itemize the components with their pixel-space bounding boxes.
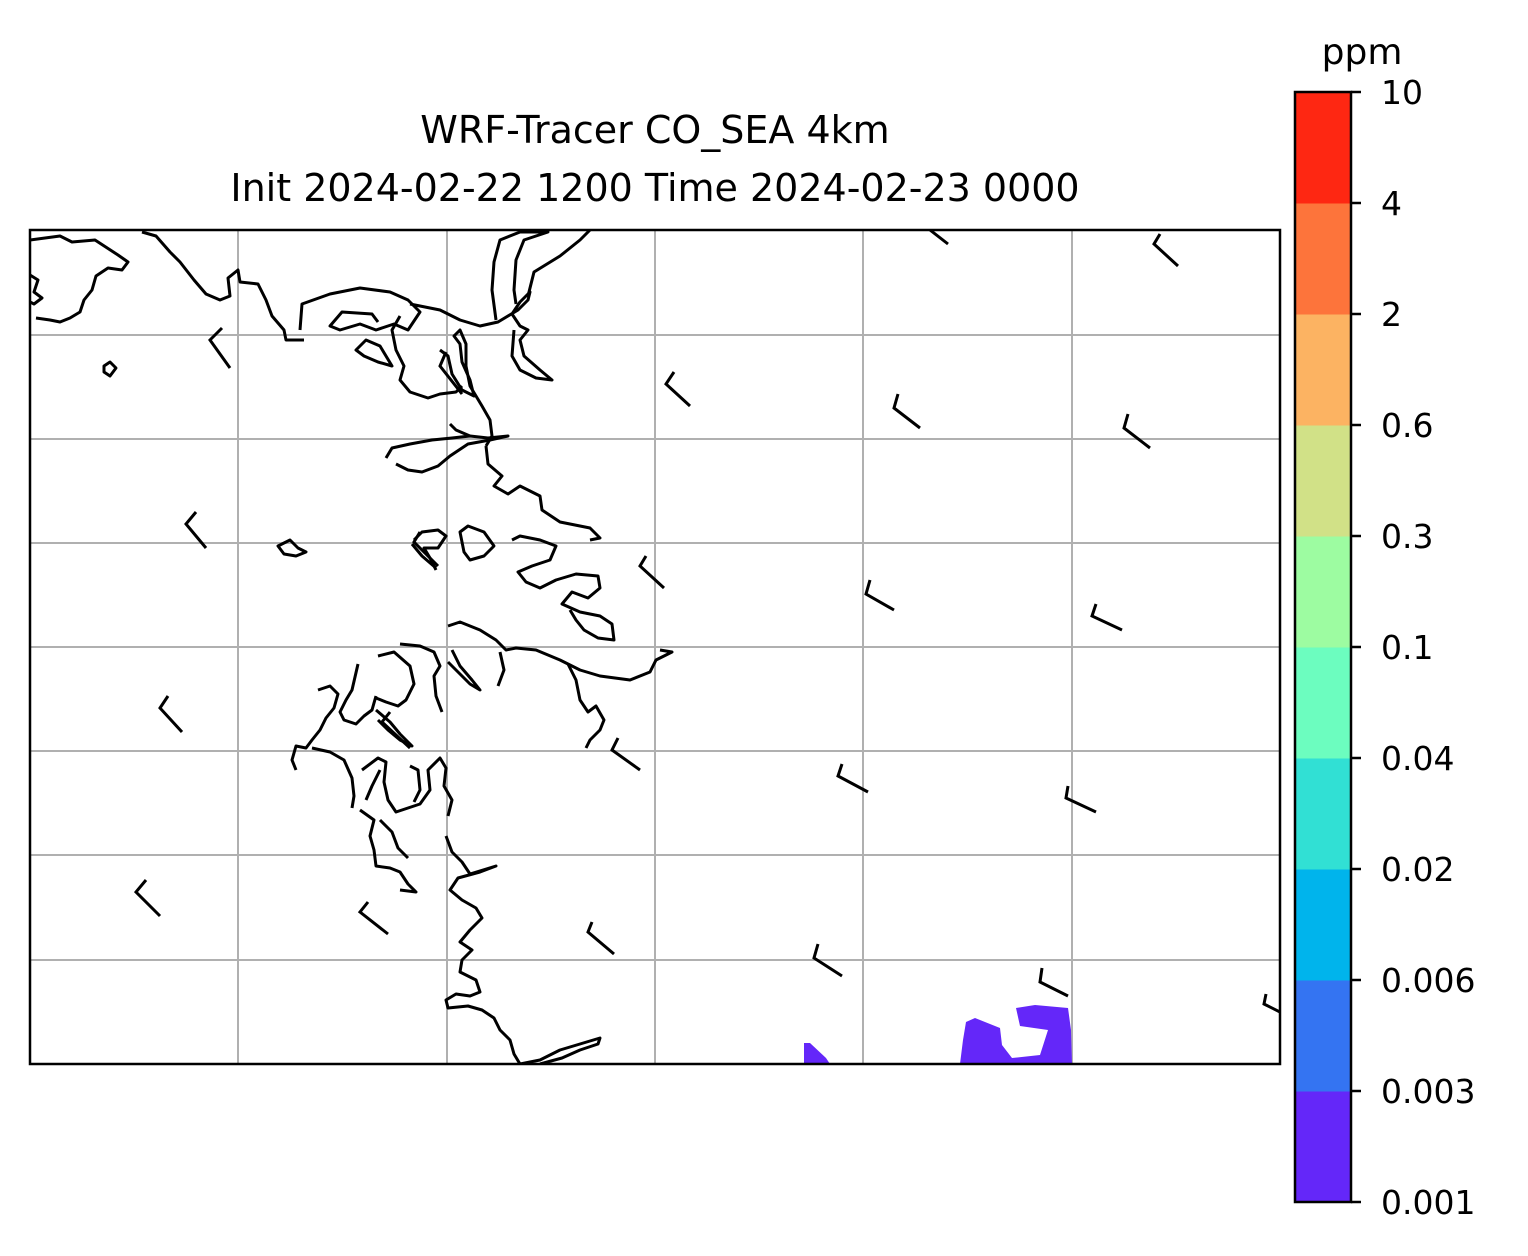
colorbar-ticks: 0.001 0.003 0.006 0.02 0.04 0.1 0.3 0.6 2 4 10 [1351,73,1475,1222]
colorbar-segment [1295,92,1351,204]
wind-barb [812,943,843,978]
wind-barb [610,737,641,772]
wind-barbs [133,233,1280,1014]
colorbar-tick-label: 0.003 [1381,1072,1475,1111]
wind-barb [412,531,440,568]
map-title: WRF-Tracer CO_SEA 4km [420,108,890,152]
wind-barb [864,579,895,612]
wind-barb [1152,233,1180,268]
colorbar-tick-label: 0.001 [1381,1183,1475,1222]
colorbar-segment [1295,314,1351,426]
colorbar-tick-label: 2 [1381,295,1402,334]
wind-barb [892,393,921,430]
colorbar: 0.001 0.003 0.006 0.02 0.04 0.1 0.3 0.6 2 4 10 ppm [1293,32,1475,1222]
colorbar-segment [1295,758,1351,870]
colorbar-unit-label: ppm [1322,32,1403,73]
colorbar-segment [1295,869,1351,981]
colorbar-segment [1295,536,1351,648]
colorbar-tick-label: 4 [1381,184,1402,223]
map-panel [30,230,1280,1064]
colorbar-segment [1295,1091,1351,1203]
wind-barb [1064,785,1097,814]
colorbar-tick-label: 0.02 [1381,850,1454,889]
wind-barb [184,511,208,549]
wind-barb [836,763,869,794]
colorbar-segment [1295,647,1351,759]
colorbar-segments [1295,92,1351,1203]
map-gridlines [30,230,1280,1064]
map-subtitle: Init 2024-02-22 1200 Time 2024-02-23 000… [230,166,1080,210]
tracer-fill [804,1005,1072,1064]
wind-barb [158,695,184,734]
colorbar-segment [1295,980,1351,1092]
coastline [30,230,949,1064]
colorbar-tick-label: 0.6 [1381,406,1433,445]
colorbar-segment [1295,425,1351,537]
map-frame [28,228,1282,1066]
colorbar-tick-label: 10 [1381,73,1423,112]
wind-barb [1122,413,1151,450]
wind-barb [133,879,162,918]
wind-barb [586,921,615,956]
wind-barb [638,555,666,590]
colorbar-tick-label: 0.3 [1381,517,1433,556]
wind-barb [1038,967,1069,998]
colorbar-tick-label: 0.1 [1381,628,1433,667]
wind-barb [1262,993,1280,1014]
tracer-patch-center [804,1043,830,1064]
colorbar-tick-label: 0.04 [1381,739,1454,778]
wind-barb [1090,603,1123,632]
wind-barb [664,371,692,408]
wind-barb [379,711,412,750]
wind-barb [208,326,232,369]
colorbar-segment [1295,203,1351,315]
wind-barb [438,351,464,395]
colorbar-tick-label: 0.006 [1381,961,1475,1000]
tracer-patch-east [960,1005,1072,1064]
wind-barb [357,901,389,936]
